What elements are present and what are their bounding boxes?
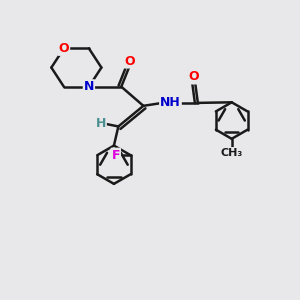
Text: O: O <box>58 42 69 55</box>
Text: O: O <box>188 70 199 83</box>
Text: NH: NH <box>160 96 181 110</box>
Text: H: H <box>95 117 106 130</box>
Text: F: F <box>112 149 120 162</box>
Text: CH₃: CH₃ <box>220 148 243 158</box>
Text: O: O <box>125 55 135 68</box>
Text: N: N <box>84 80 94 93</box>
